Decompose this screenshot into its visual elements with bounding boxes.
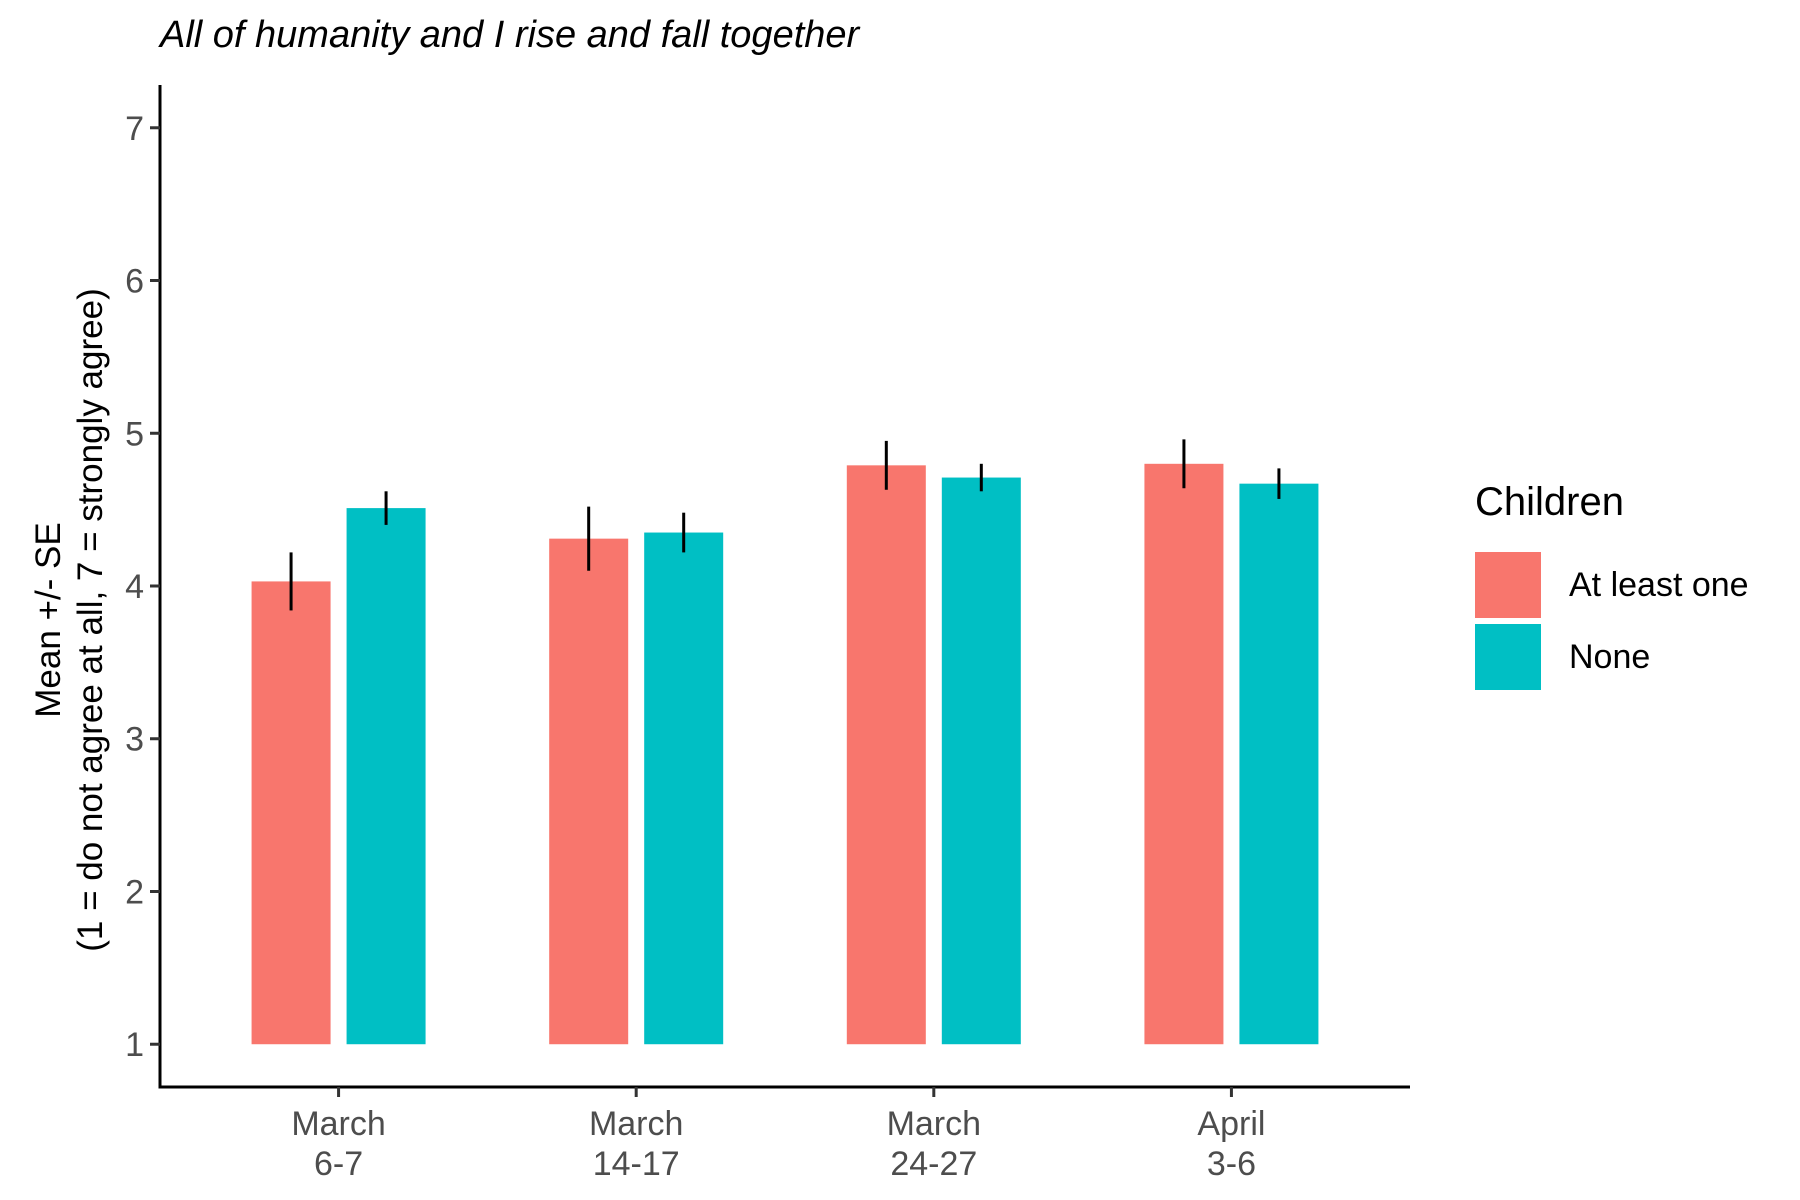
y-tick-label-6: 6 [125, 263, 144, 301]
legend-item-at-least-one: At least one [1475, 549, 1749, 621]
x-tick-label-2-line-0: March [887, 1105, 981, 1143]
legend-swatch-at-least-one [1475, 552, 1541, 618]
bar-at-least-one-2 [846, 465, 926, 1045]
x-tick-label-2-line-1: 24-27 [890, 1145, 977, 1183]
x-tick-label-0-line-0: March [291, 1105, 385, 1143]
legend: Children At least one None [1475, 480, 1749, 693]
x-tick-label-3-line-0: April [1197, 1105, 1265, 1143]
legend-swatch-none [1475, 624, 1541, 690]
x-tick-label-1-line-1: 14-17 [593, 1145, 680, 1183]
bar-none-2 [941, 477, 1021, 1045]
chart-title: All of humanity and I rise and fall toge… [160, 14, 860, 56]
legend-title: Children [1475, 480, 1624, 524]
bar-at-least-one-0 [251, 581, 331, 1045]
bar-at-least-one-1 [549, 538, 629, 1045]
bar-none-0 [346, 508, 426, 1045]
legend-label-none: None [1569, 637, 1651, 676]
bar-none-1 [644, 532, 724, 1045]
legend-item-none: None [1475, 621, 1749, 693]
y-tick-label-1: 1 [125, 1026, 144, 1064]
bar-none-3 [1239, 483, 1319, 1045]
y-tick-label-7: 7 [125, 110, 144, 148]
y-tick-label-3: 3 [125, 721, 144, 759]
y-tick-label-2: 2 [125, 873, 144, 911]
y-tick-label-4: 4 [125, 568, 144, 606]
legend-label-at-least-one: At least one [1569, 565, 1749, 604]
x-tick-label-0-line-1: 6-7 [314, 1145, 363, 1183]
x-tick-label-1-line-0: March [589, 1105, 683, 1143]
bar-at-least-one-3 [1144, 463, 1224, 1045]
y-tick-label-5: 5 [125, 415, 144, 453]
x-tick-label-3-line-1: 3-6 [1207, 1145, 1256, 1183]
